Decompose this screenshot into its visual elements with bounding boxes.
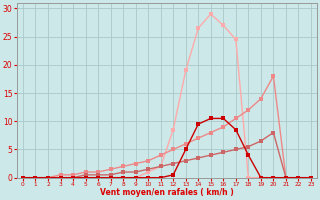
- X-axis label: Vent moyen/en rafales ( km/h ): Vent moyen/en rafales ( km/h ): [100, 188, 234, 197]
